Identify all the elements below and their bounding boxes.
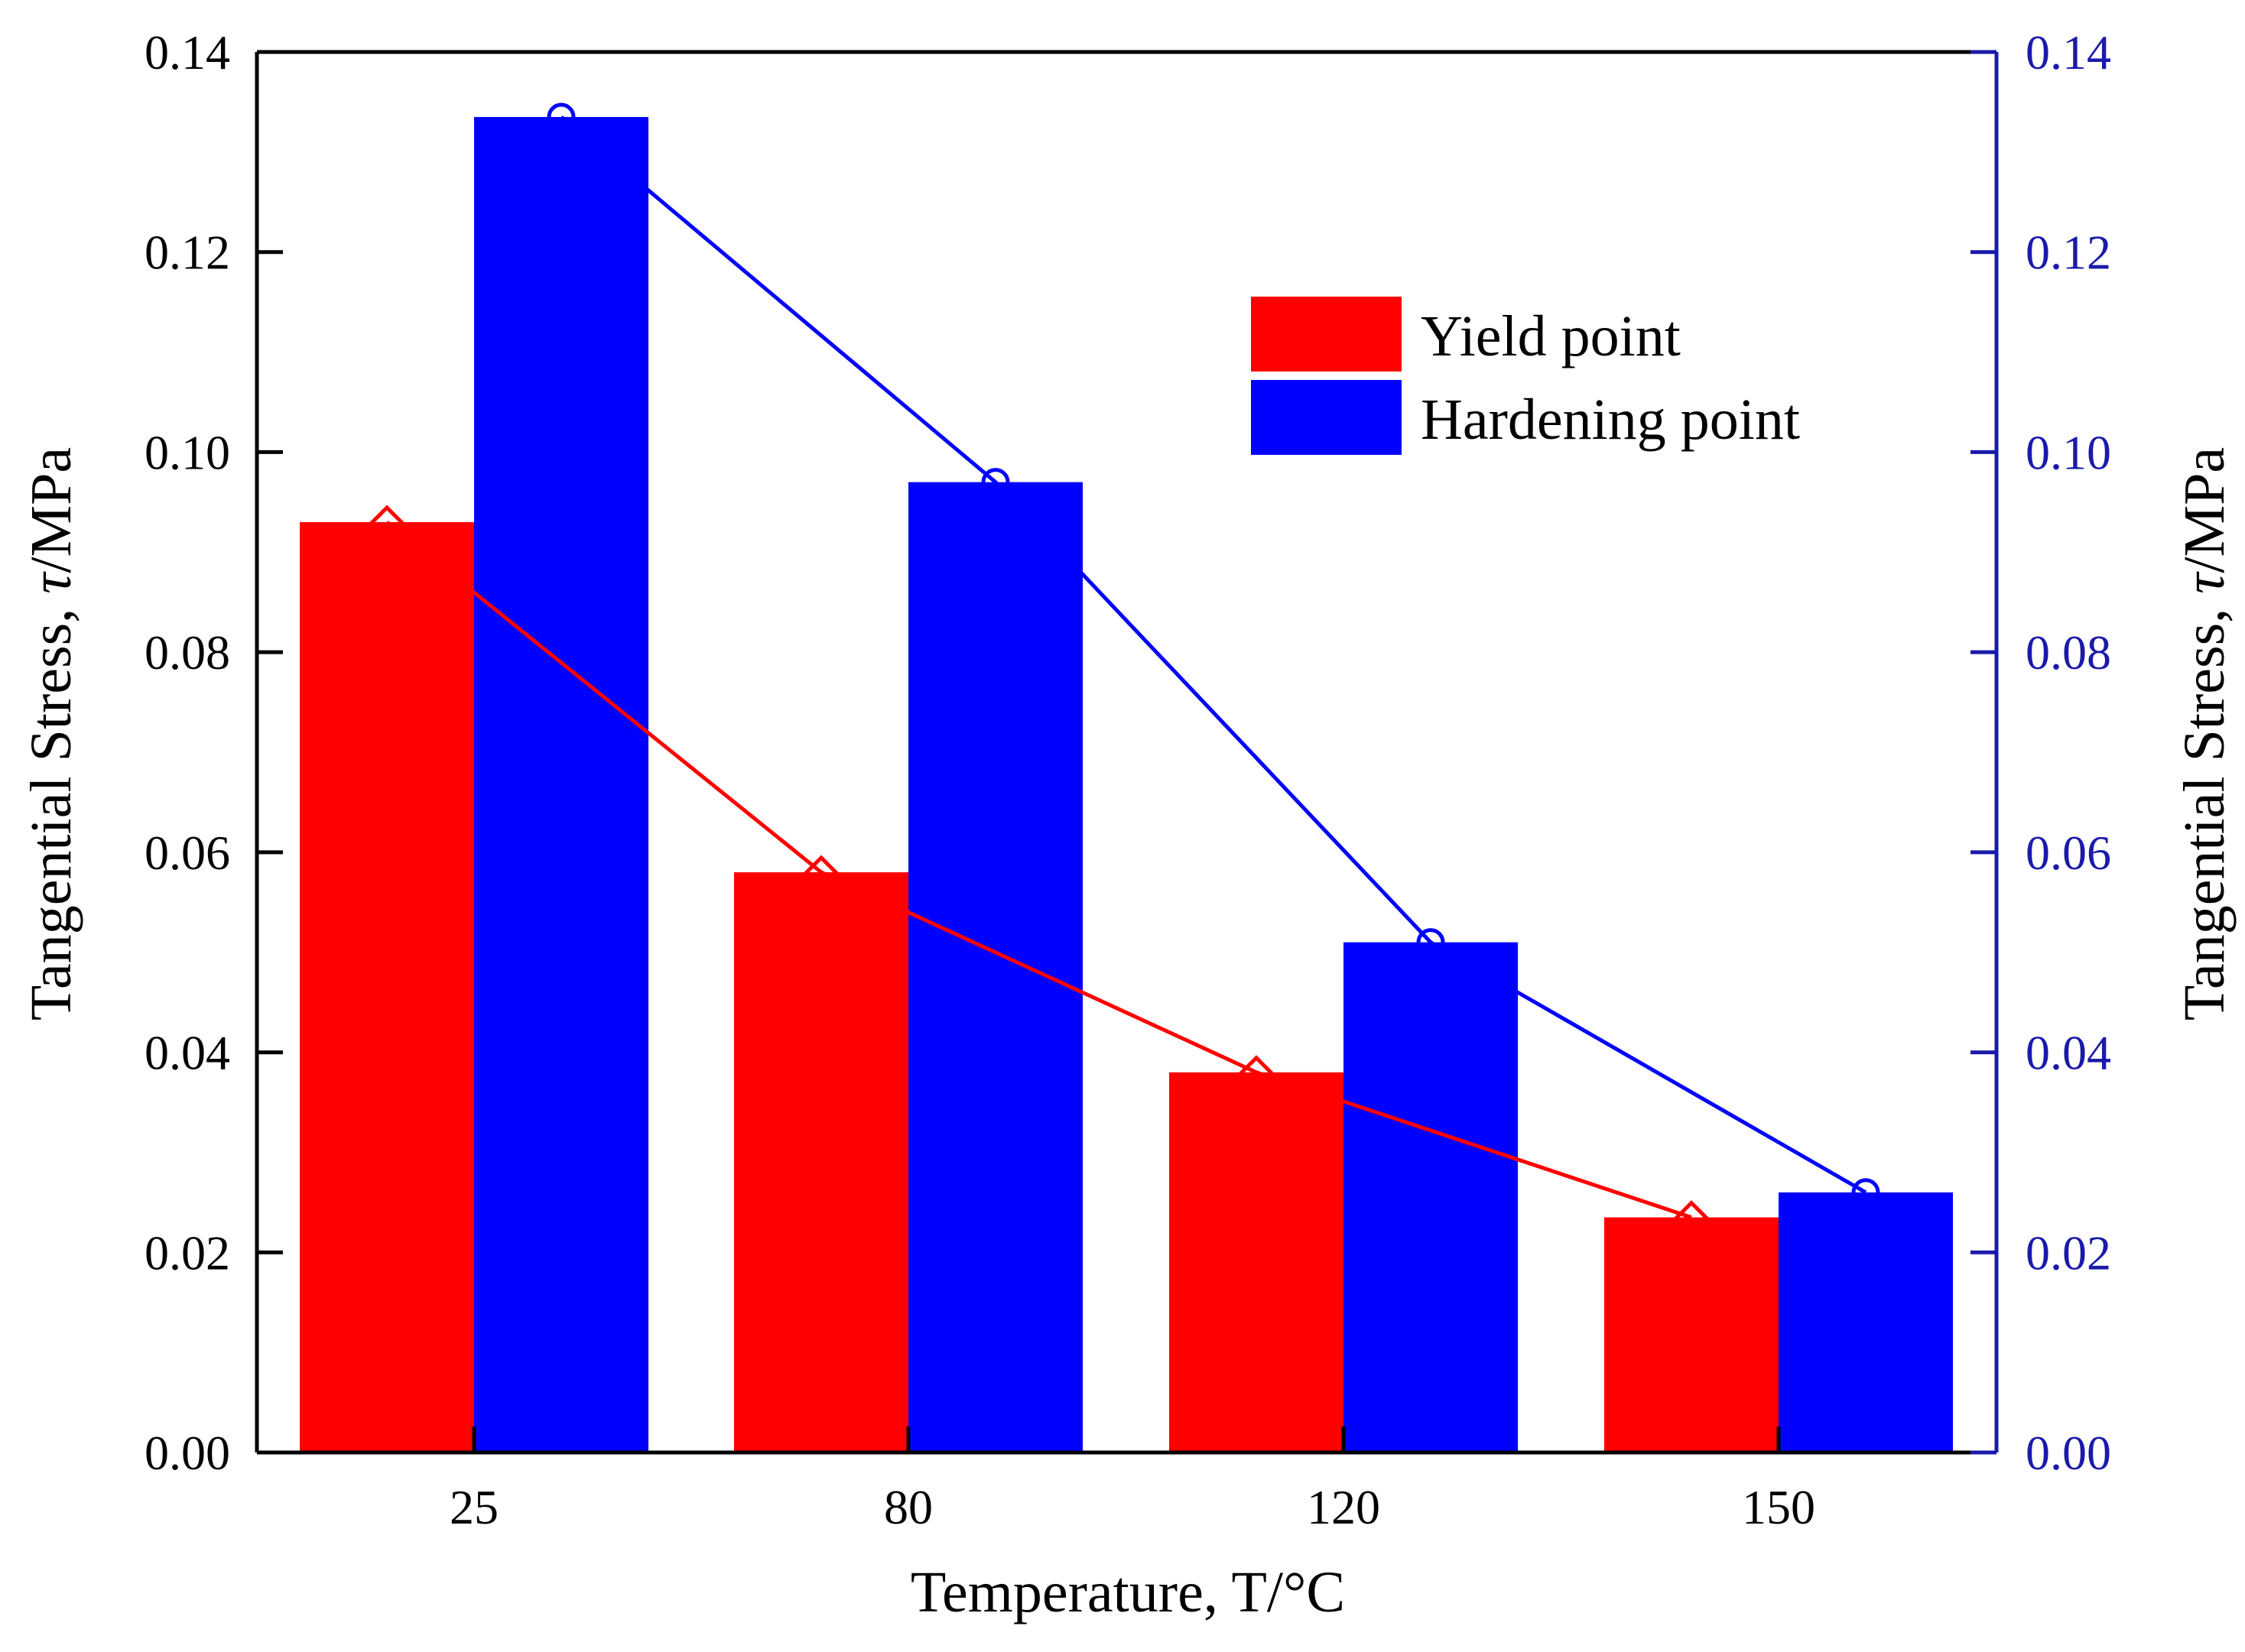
left-y-tick-label-0.12: 0.12 (145, 226, 230, 280)
bar-yield-point-150 (1604, 1217, 1779, 1452)
left-y-axis-title-prefix: Tangential Stress, (19, 594, 83, 1021)
marker-yield-point-80 (804, 855, 839, 890)
bar-hardening-point-120 (1343, 942, 1518, 1452)
left-y-tick-label-0.14: 0.14 (145, 25, 230, 80)
left-y-tick-label-0.10: 0.10 (145, 425, 230, 479)
marker-hardening-point-120 (1416, 928, 1445, 957)
marker-yield-point-150 (1674, 1199, 1709, 1235)
right-y-axis-title-prefix: Tangential Stress, (2172, 594, 2237, 1021)
x-tick-label-80: 80 (884, 1480, 933, 1534)
left-y-axis-title: Tangential Stress, τ/MPa (19, 447, 83, 1021)
right-y-tick-label-0.00: 0.00 (2026, 1426, 2111, 1480)
right-y-axis-title-symbol: τ (2172, 571, 2237, 594)
left-y-tick-label-0.04: 0.04 (145, 1026, 230, 1080)
x-tick-label-120: 120 (1307, 1480, 1380, 1534)
left-y-tick-label-0.08: 0.08 (145, 625, 230, 680)
marker-hardening-point-150 (1851, 1178, 1880, 1207)
right-y-axis-title-suffix: /MPa (2172, 447, 2237, 573)
left-y-tick-label-0.06: 0.06 (145, 826, 230, 880)
legend-swatch-hardening-point (1251, 380, 1402, 455)
left-y-axis-title-symbol: τ (19, 571, 83, 594)
right-y-axis-title: Tangential Stress, τ/MPa (2172, 447, 2237, 1021)
left-y-axis-title-suffix: /MPa (19, 447, 83, 573)
bar-hardening-point-80 (908, 482, 1083, 1452)
bar-hardening-point-150 (1779, 1192, 1953, 1452)
right-y-tick-label-0.08: 0.08 (2026, 625, 2111, 680)
left-y-tick-label-0.02: 0.02 (145, 1225, 230, 1280)
right-y-tick-label-0.02: 0.02 (2026, 1225, 2111, 1280)
right-y-tick-label-0.04: 0.04 (2026, 1026, 2111, 1080)
legend-label-yield-point: Yield point (1421, 304, 1681, 368)
marker-yield-point-25 (369, 505, 404, 540)
line-yield-point (385, 521, 1692, 1219)
right-y-tick-label-0.14: 0.14 (2026, 25, 2111, 80)
marker-hardening-point-25 (547, 102, 576, 131)
x-axis-title: Temperature, T/°C (911, 1560, 1345, 1624)
right-y-tick-label-0.10: 0.10 (2026, 425, 2111, 479)
x-tick-label-150: 150 (1742, 1480, 1815, 1534)
line-hardening-point (560, 115, 1867, 1194)
marker-hardening-point-80 (981, 468, 1010, 497)
bar-yield-point-120 (1169, 1072, 1343, 1452)
legend: Yield point Hardening point (1251, 297, 1800, 455)
bars-layer (300, 117, 1953, 1453)
lines-layer (369, 102, 1880, 1235)
axes-layer: 0.00 0.00 0.02 0.02 0.04 0.04 0.06 0.06 0.08 0.08… (145, 25, 2111, 1534)
right-y-tick-label-0.12: 0.12 (2026, 226, 2111, 280)
marker-yield-point-120 (1239, 1055, 1274, 1090)
right-y-tick-label-0.06: 0.06 (2026, 826, 2111, 880)
bar-yield-point-80 (734, 872, 908, 1452)
bar-yield-point-25 (300, 522, 474, 1452)
bar-hardening-point-25 (474, 117, 648, 1453)
left-y-tick-label-0.00: 0.00 (145, 1426, 230, 1480)
x-tick-label-25: 25 (450, 1480, 499, 1534)
legend-swatch-yield-point (1251, 297, 1402, 372)
legend-label-hardening-point: Hardening point (1421, 388, 1800, 452)
